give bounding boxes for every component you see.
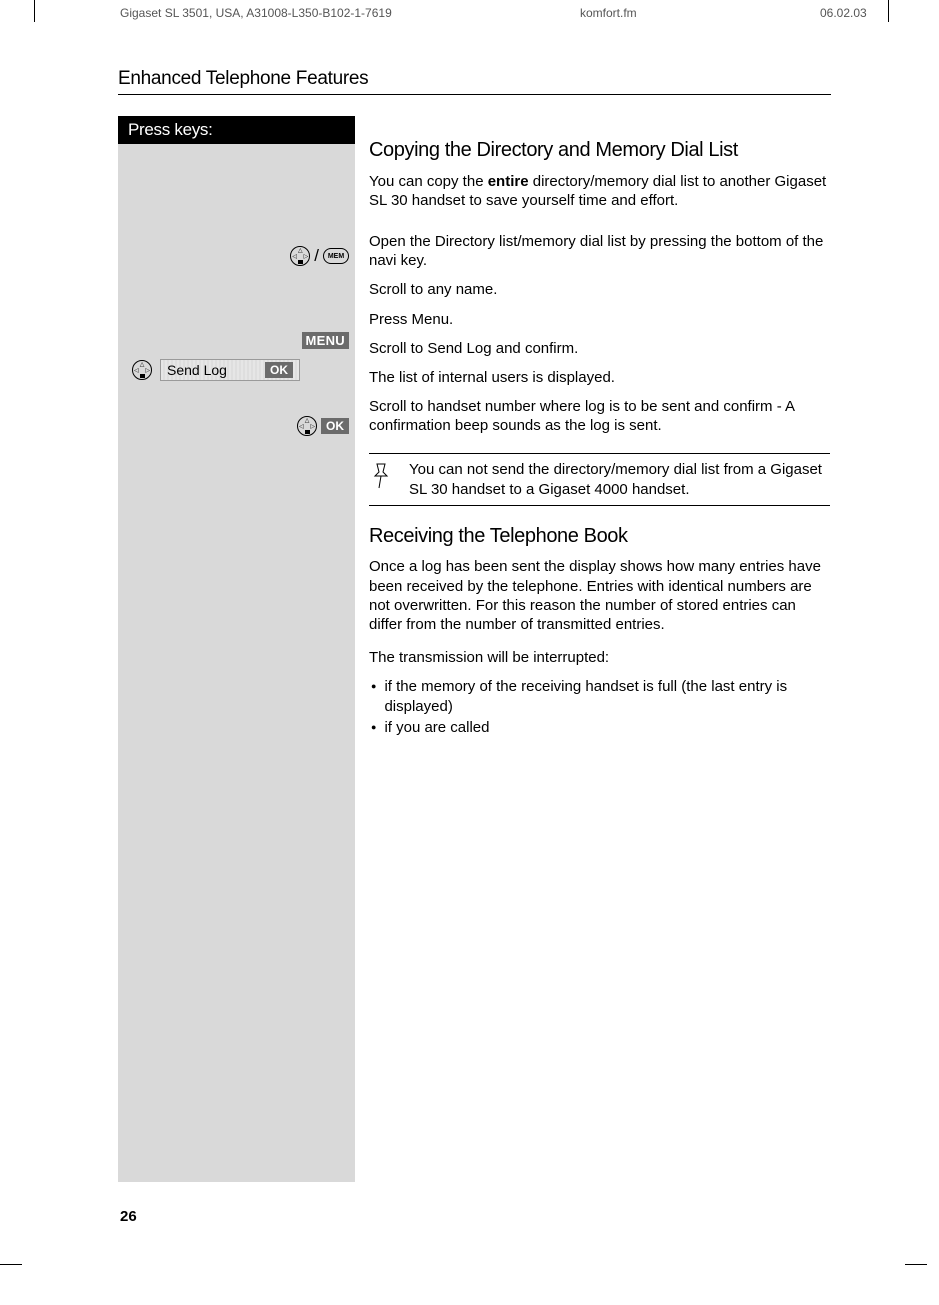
crop-mark: [888, 0, 889, 22]
text: You can copy the: [369, 173, 488, 190]
navi-key-icon: △: [297, 416, 317, 436]
key-row-navi-ok: △ OK: [297, 416, 349, 436]
receive-para: Once a log has been sent the display sho…: [369, 557, 830, 634]
header-center: komfort.fm: [580, 6, 637, 20]
ok-key: OK: [265, 362, 293, 378]
slash-separator: /: [314, 246, 319, 266]
section-title: Enhanced Telephone Features: [118, 68, 831, 95]
step-open: Open the Directory list/memory dial list…: [369, 232, 830, 270]
press-keys-column: Press keys: △ / MEM MENU △ Send Log OK: [118, 116, 355, 1182]
step-scroll-handset: Scroll to handset number where log is to…: [369, 397, 830, 435]
crop-mark: [905, 1264, 927, 1265]
copy-intro: You can copy the entire directory/memory…: [369, 172, 830, 210]
step-scroll-send: Scroll to Send Log and confirm.: [369, 339, 830, 358]
heading-copying: Copying the Directory and Memory Dial Li…: [369, 138, 830, 164]
step-internal-list: The list of internal users is displayed.: [369, 368, 830, 387]
pushpin-icon: [369, 460, 395, 495]
bullet-item: if you are called: [371, 718, 830, 737]
key-row-menu: MENU: [302, 332, 349, 349]
menu-key: MENU: [302, 332, 349, 349]
key-row-navi-mem: △ / MEM: [290, 246, 349, 266]
press-keys-header: Press keys:: [118, 116, 355, 144]
interrupt-para: The transmission will be interrupted:: [369, 648, 830, 667]
main-content: Copying the Directory and Memory Dial Li…: [355, 116, 830, 1182]
bullet-text: if you are called: [384, 718, 489, 737]
send-log-display: Send Log OK: [160, 359, 300, 381]
note-text: You can not send the directory/memory di…: [409, 460, 830, 498]
ok-key: OK: [321, 418, 349, 434]
interrupt-bullets: if the memory of the receiving handset i…: [371, 677, 830, 737]
page-number: 26: [120, 1208, 137, 1225]
text-bold: entire: [488, 173, 529, 190]
header-left: Gigaset SL 3501, USA, A31008-L350-B102-1…: [120, 6, 869, 20]
bullet-item: if the memory of the receiving handset i…: [371, 677, 830, 715]
page-header: Gigaset SL 3501, USA, A31008-L350-B102-1…: [120, 6, 869, 20]
navi-key-icon: △: [290, 246, 310, 266]
note-box: You can not send the directory/memory di…: [369, 453, 830, 505]
key-row-send-log: △ Send Log OK: [132, 359, 349, 381]
navi-key-icon: △: [132, 360, 152, 380]
header-right: 06.02.03: [820, 6, 867, 20]
step-scroll-any: Scroll to any name.: [369, 280, 830, 299]
bullet-text: if the memory of the receiving handset i…: [384, 677, 830, 715]
heading-receiving: Receiving the Telephone Book: [369, 524, 830, 550]
send-log-label: Send Log: [167, 362, 227, 378]
mem-key-icon: MEM: [323, 248, 349, 264]
step-press-menu: Press Menu.: [369, 310, 830, 329]
crop-mark: [0, 1264, 22, 1265]
crop-mark: [34, 0, 35, 22]
